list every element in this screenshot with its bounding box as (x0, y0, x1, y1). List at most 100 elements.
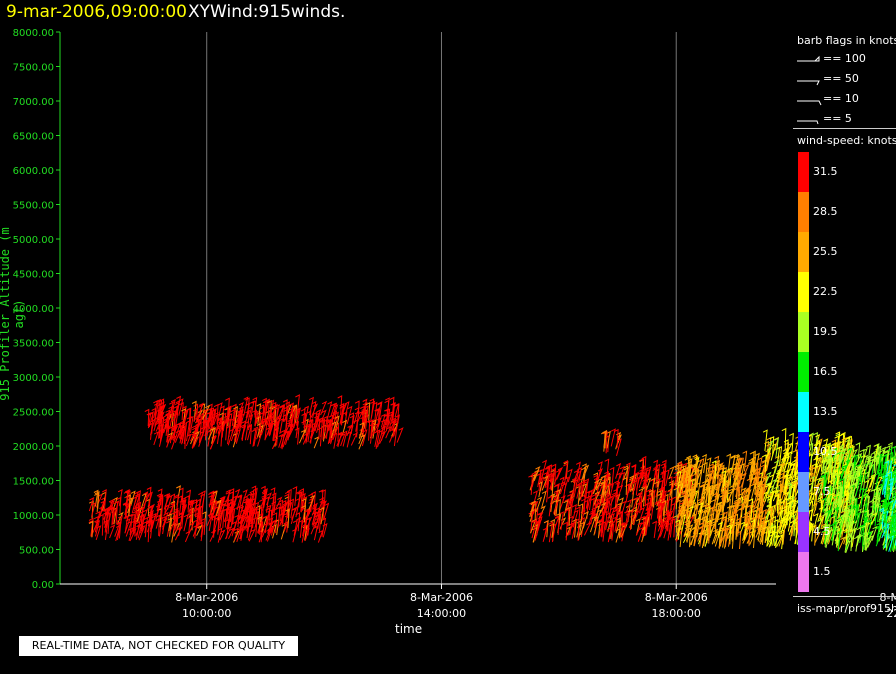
wind-barb (549, 492, 556, 505)
wind-barb (819, 452, 825, 471)
wind-barb (791, 466, 798, 482)
wind-barb (385, 426, 392, 439)
wind-barb (389, 417, 397, 432)
wind-barb (646, 488, 652, 509)
colorbar-swatch (798, 272, 809, 312)
wind-barb (342, 419, 348, 435)
wind-barb (604, 458, 610, 478)
wind-barb (866, 464, 874, 478)
wind-barb (608, 521, 615, 540)
wind-barb (589, 488, 596, 501)
colorbar-label: 25.5 (813, 245, 838, 258)
wind-barb (306, 410, 312, 431)
wind-barb (675, 519, 680, 540)
wind-barb (685, 475, 691, 493)
colorbar-swatch (798, 152, 809, 192)
wind-barb (188, 521, 195, 535)
wind-barb (769, 478, 778, 493)
speed-legend-title: wind-speed: knots (797, 134, 896, 147)
wind-barb (143, 491, 149, 509)
wind-barb (323, 415, 328, 433)
valid-time: 9-mar-2006,09:00:00 (6, 2, 187, 22)
wind-barb (718, 536, 725, 548)
wind-barb (332, 410, 338, 426)
wind-barb (551, 463, 557, 486)
wind-barb (598, 518, 603, 537)
wind-barb (699, 521, 705, 540)
wind-barb (779, 456, 787, 472)
wind-barb (615, 472, 622, 492)
wind-barb (652, 520, 658, 539)
wind-barb (155, 518, 160, 536)
wind-barb (531, 500, 537, 522)
wind-barb (589, 515, 597, 533)
wind-barb (691, 504, 699, 517)
wind-barb (657, 524, 665, 541)
wind-barb (666, 510, 674, 526)
wind-barb (174, 495, 180, 513)
wind-barb (761, 454, 767, 473)
wind-barb (215, 427, 221, 444)
wind-barb (233, 527, 239, 541)
wind-barb (188, 415, 194, 433)
wind-barb (228, 491, 234, 512)
wind-barb (282, 430, 289, 448)
wind-barb (261, 522, 269, 538)
wind-barb (732, 506, 737, 525)
wind-barb (789, 495, 795, 513)
wind-barb (609, 466, 615, 489)
wind-barb (297, 490, 303, 512)
wind-barb (225, 418, 231, 438)
wind-barb (529, 500, 536, 517)
wind-barb (637, 495, 643, 514)
wind-barb (830, 439, 837, 458)
wind-barb (600, 474, 606, 496)
wind-barb (241, 489, 248, 506)
wind-barb (244, 397, 250, 417)
wind-barb (103, 519, 109, 540)
wind-barb (135, 523, 142, 536)
wind-barb (634, 501, 642, 516)
wind-barb (812, 512, 819, 531)
wind-barb (653, 459, 659, 478)
wind-barb (843, 535, 849, 553)
wind-barb (175, 422, 181, 438)
wind-barb (191, 434, 197, 449)
wind-barb (792, 481, 798, 499)
wind-barb (602, 430, 608, 454)
y-tick-label: 3000.00 (13, 373, 54, 384)
wind-barb (544, 466, 550, 482)
wind-barb (881, 463, 887, 479)
wind-barb (295, 516, 302, 530)
wind-barb (814, 456, 822, 471)
wind-barb (609, 494, 616, 506)
wind-barb (237, 505, 245, 522)
wind-barb (660, 471, 666, 491)
wind-barb (579, 477, 585, 496)
wind-barb (722, 466, 727, 487)
wind-barb (217, 402, 223, 417)
wind-barb (643, 467, 649, 485)
wind-barb (792, 521, 798, 544)
wind-barb (756, 525, 761, 542)
wind-barb (306, 424, 312, 443)
wind-barb (562, 521, 568, 541)
wind-barb (774, 492, 779, 513)
wind-barb (701, 509, 707, 527)
wind-barb (572, 469, 580, 484)
wind-barb (882, 518, 888, 540)
wind-barb (752, 512, 758, 528)
wind-barb (107, 499, 116, 513)
wind-barb (265, 528, 272, 541)
wind-barb (259, 405, 265, 425)
wind-barb (275, 404, 280, 420)
wind-barb (181, 427, 187, 449)
wind-barb (389, 412, 395, 428)
wind-barb (528, 511, 534, 534)
wind-barb (270, 518, 278, 534)
wind-barb (845, 540, 851, 554)
wind-barb (286, 488, 292, 509)
wind-barb (838, 536, 846, 550)
wind-barb (262, 491, 268, 511)
wind-barb (625, 462, 631, 483)
